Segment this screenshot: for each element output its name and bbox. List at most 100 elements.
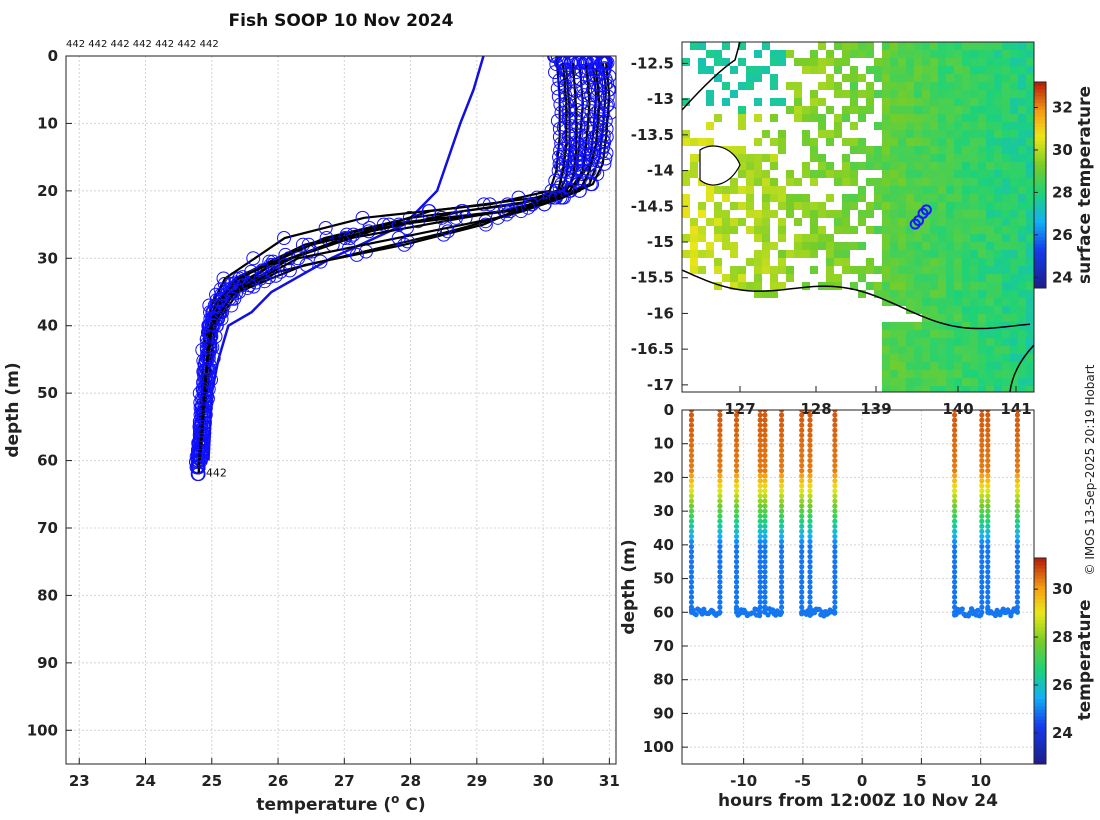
sst-pixel (914, 242, 922, 250)
sst-pixel (1026, 202, 1034, 210)
section-point (979, 457, 985, 464)
sst-pixel (690, 266, 698, 274)
sst-pixel (1018, 386, 1026, 392)
section-point (832, 543, 838, 550)
sst-pixel (786, 82, 794, 90)
section-point (832, 457, 838, 464)
sst-pixel (730, 178, 738, 186)
sst-pixel (898, 362, 906, 370)
sst-pixel (1026, 282, 1034, 290)
sst-pixel (786, 250, 794, 258)
sst-pixel (898, 226, 906, 234)
section-point (832, 513, 838, 519)
sst-pixel (898, 370, 906, 378)
sst-pixel (890, 114, 898, 122)
section-point (1014, 564, 1021, 570)
section-point (762, 473, 768, 479)
temperature-colorbar-segment (1034, 719, 1046, 724)
section-point (979, 599, 985, 605)
section-point (979, 543, 985, 550)
sst-pixel (842, 50, 850, 58)
section-x-axis-label: hours from 12:00Z 10 Nov 24 (718, 791, 998, 811)
sst-pixel (986, 58, 994, 66)
section-point (832, 473, 838, 479)
sst-pixel (826, 106, 834, 114)
sst-pixel (754, 138, 762, 146)
section-point (733, 606, 740, 612)
sst-pixel (1002, 314, 1010, 322)
sst-pixel (962, 66, 970, 74)
sst-pixel (874, 162, 882, 170)
sst-pixel (770, 98, 778, 106)
sst-pixel (970, 266, 978, 274)
sst-pixel (994, 130, 1002, 138)
sst-pixel (922, 354, 930, 362)
sst-pixel (970, 242, 978, 250)
sst-pixel (994, 258, 1002, 266)
sst-pixel (946, 346, 954, 354)
sst-pixel (802, 234, 810, 242)
section-point (951, 432, 958, 438)
profile-marker (556, 163, 571, 178)
sst-pixel (922, 170, 930, 178)
sst-pixel (1018, 290, 1026, 298)
sst-pixel (986, 194, 994, 202)
sst-pixel (938, 314, 946, 322)
section-point (778, 569, 785, 575)
section-point (757, 599, 763, 605)
sst-pixel (914, 82, 922, 90)
section-point (778, 427, 785, 433)
sst-pixel (906, 362, 914, 370)
sst-pixel (954, 170, 962, 178)
section-point (807, 410, 813, 413)
section-point (832, 559, 838, 565)
sst-pixel (930, 378, 938, 386)
section-point (1014, 503, 1021, 509)
sst-pixel (834, 130, 842, 138)
section-x-tick-label: 10 (970, 772, 991, 790)
sst-pixel (906, 258, 914, 266)
sst-pixel (722, 218, 730, 226)
sst-pixel (1026, 306, 1034, 314)
sst-pixel (898, 186, 906, 194)
temperature-colorbar-segment (1034, 647, 1046, 652)
sst-pixel (938, 322, 946, 330)
profile-marker (582, 158, 597, 173)
sst-pixel (746, 258, 754, 266)
sst-pixel (906, 66, 914, 74)
sst-pixel (914, 106, 922, 114)
sst-pixel (890, 210, 898, 218)
sst-pixel (722, 226, 730, 234)
sst-pixel (906, 162, 914, 170)
sst-pixel (1002, 106, 1010, 114)
sst-pixel (994, 114, 1002, 122)
sst-pixel (922, 42, 930, 50)
sst-pixel (1010, 242, 1018, 250)
sst-pixel (834, 122, 842, 130)
sst-pixel (994, 338, 1002, 346)
section-point (733, 554, 740, 560)
profile-marker (192, 452, 207, 467)
sst-pixel (890, 322, 898, 330)
sst-pixel (914, 346, 922, 354)
sst-pixel (834, 82, 842, 90)
sst-pixel (978, 338, 986, 346)
sst-pixel (946, 98, 954, 106)
section-point (979, 493, 985, 499)
sst-pixel (954, 98, 962, 106)
section-point (762, 427, 768, 433)
profile-marker (600, 75, 615, 90)
sst-pixel (986, 154, 994, 162)
sst-colorbar-segment (1034, 263, 1046, 268)
sst-pixel (746, 170, 754, 178)
section-point (757, 498, 763, 504)
section-point (951, 543, 958, 550)
section-point (951, 549, 958, 555)
sst-pixel (834, 250, 842, 258)
sst-pixel (954, 330, 962, 338)
sst-pixel (1026, 314, 1034, 322)
sst-pixel (850, 138, 858, 146)
sst-pixel (1026, 114, 1034, 122)
section-point (979, 604, 985, 610)
sst-pixel (970, 298, 978, 306)
